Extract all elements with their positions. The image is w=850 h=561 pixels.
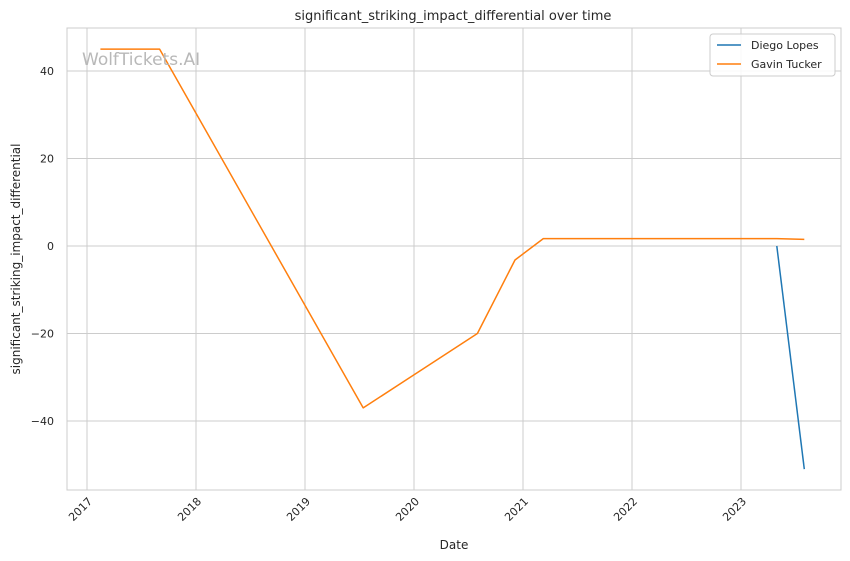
y-axis-ticks: 40 20 0 −20 −40 [31,65,54,428]
plot-area [66,27,842,491]
x-axis-ticks: 2017 2018 2019 2020 2021 2022 2023 [66,495,749,524]
grid [67,28,841,490]
x-tick-label: 2018 [175,495,204,524]
legend: Diego Lopes Gavin Tucker [709,33,836,77]
x-axis-label: Date [440,538,469,552]
y-tick-label: −20 [31,328,54,341]
y-tick-label: 40 [40,65,54,78]
legend-label: Gavin Tucker [751,58,822,71]
x-tick-label: 2021 [502,495,531,524]
legend-box [709,33,836,77]
legend-label: Diego Lopes [751,39,819,52]
series-line-gavin-tucker [100,48,805,409]
x-tick-label: 2022 [611,495,640,524]
series-lines [100,48,806,470]
x-tick-label: 2017 [66,495,95,524]
y-tick-label: 20 [40,153,54,166]
x-tick-label: 2019 [284,495,313,524]
y-tick-label: −40 [31,415,54,428]
chart-title: significant_striking_impact_differential… [295,9,612,24]
x-tick-label: 2023 [720,495,749,524]
y-axis-label: significant_striking_impact_differential [9,144,23,375]
series-line-diego-lopes [776,245,806,470]
watermark: WolfTickets.AI [82,50,200,70]
x-tick-label: 2020 [393,495,422,524]
y-tick-label: 0 [47,240,54,253]
